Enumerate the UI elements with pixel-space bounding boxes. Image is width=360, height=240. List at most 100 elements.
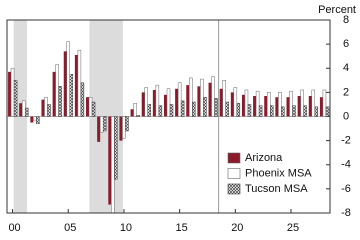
bar <box>77 49 82 117</box>
bar <box>80 82 85 117</box>
bar <box>163 94 167 117</box>
bar <box>133 102 137 117</box>
bar <box>24 107 29 117</box>
y-axis-label: Percent <box>318 4 356 16</box>
bar <box>322 89 327 117</box>
bar <box>211 76 215 117</box>
bar <box>166 88 171 117</box>
bar <box>10 68 15 117</box>
bar <box>88 96 93 117</box>
bar <box>219 88 223 117</box>
y-tick-label: 2 <box>343 86 349 98</box>
bar <box>21 100 26 117</box>
bar <box>319 97 323 117</box>
bar <box>258 105 263 117</box>
bar <box>297 95 301 117</box>
bar <box>222 80 226 117</box>
bar <box>169 104 174 117</box>
x-tick-label: 10 <box>120 222 132 234</box>
bar <box>36 116 40 124</box>
bar <box>311 89 316 117</box>
y-tick-label: -4 <box>341 159 351 171</box>
bar <box>180 100 185 117</box>
bar <box>99 116 104 133</box>
bar <box>175 88 179 117</box>
y-tick-label: -6 <box>341 183 351 195</box>
legend-label: Tucson MSA <box>245 183 308 195</box>
bar <box>30 116 34 123</box>
bar <box>275 97 279 117</box>
plot-frame <box>6 19 331 214</box>
bar <box>289 90 293 117</box>
y-tick-label: -8 <box>341 207 351 219</box>
x-tick-label: 20 <box>231 222 243 234</box>
bar <box>264 95 268 117</box>
bar <box>241 94 245 117</box>
bar <box>308 95 312 117</box>
bar <box>13 80 18 117</box>
bar <box>63 51 67 117</box>
bar <box>41 99 45 117</box>
bar <box>44 96 48 117</box>
legend-swatch <box>227 152 241 164</box>
x-tick-label: 05 <box>64 222 76 234</box>
bar <box>230 92 234 117</box>
bar <box>141 92 145 117</box>
bar <box>97 116 101 142</box>
bar <box>33 116 37 121</box>
bar <box>119 116 123 141</box>
x-tick-label: 25 <box>287 222 299 234</box>
bar <box>303 105 307 117</box>
bar <box>314 106 319 117</box>
bar <box>158 105 163 117</box>
bar <box>74 54 78 117</box>
y-tick-label: 4 <box>343 62 349 74</box>
bar <box>144 87 148 117</box>
bar <box>197 86 201 117</box>
bar <box>86 97 90 117</box>
x-tick-label: 15 <box>176 222 188 234</box>
bar <box>136 115 140 117</box>
bar <box>152 89 156 117</box>
bar <box>130 109 134 117</box>
bar <box>266 92 271 117</box>
bar <box>19 103 23 117</box>
bar <box>55 64 59 117</box>
bar <box>177 82 182 117</box>
bar <box>52 71 56 117</box>
bar <box>58 86 62 117</box>
bar <box>200 78 204 117</box>
bar <box>236 102 241 117</box>
legend-swatch <box>227 183 241 195</box>
bar <box>225 101 229 117</box>
legend-label: Phoenix MSA <box>245 167 312 179</box>
bar <box>203 96 207 117</box>
y-tick-label: 0 <box>343 110 349 122</box>
bar <box>278 92 282 117</box>
bar <box>189 77 193 117</box>
bar <box>69 74 74 117</box>
bar <box>214 98 218 117</box>
bar <box>8 71 12 117</box>
bar <box>244 89 249 117</box>
bar <box>233 87 238 117</box>
bar <box>192 101 196 117</box>
bar <box>91 101 96 117</box>
bar <box>269 105 274 117</box>
legend-label: Arizona <box>245 152 283 164</box>
bar <box>147 104 151 117</box>
bar <box>292 105 296 117</box>
bar <box>247 104 252 117</box>
bar <box>186 85 190 117</box>
y-tick-label: 6 <box>343 38 349 50</box>
x-tick-label: 00 <box>8 222 20 234</box>
bar <box>111 116 115 214</box>
y-tick-label: -2 <box>341 135 351 147</box>
bar <box>253 95 257 117</box>
bar <box>281 106 285 117</box>
bar <box>155 84 160 117</box>
bar <box>122 116 126 139</box>
bar <box>325 106 330 117</box>
bar <box>108 116 112 205</box>
